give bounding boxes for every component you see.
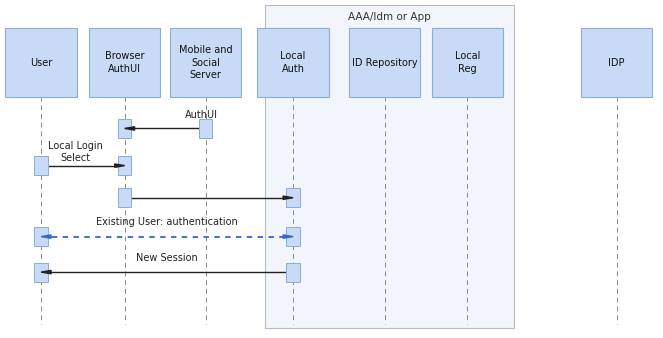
Text: Browser
AuthUI: Browser AuthUI: [105, 51, 145, 74]
Text: Mobile and
Social
Server: Mobile and Social Server: [179, 45, 232, 80]
FancyBboxPatch shape: [349, 28, 420, 97]
Polygon shape: [283, 196, 293, 199]
FancyBboxPatch shape: [89, 28, 160, 97]
Text: Local
Auth: Local Auth: [280, 51, 306, 74]
FancyBboxPatch shape: [286, 227, 300, 246]
FancyBboxPatch shape: [34, 227, 48, 246]
Polygon shape: [283, 235, 293, 238]
FancyBboxPatch shape: [118, 156, 131, 175]
FancyBboxPatch shape: [432, 28, 503, 97]
FancyBboxPatch shape: [581, 28, 652, 97]
Text: New Session: New Session: [136, 252, 198, 263]
Text: AuthUI: AuthUI: [185, 110, 218, 120]
FancyBboxPatch shape: [34, 156, 48, 175]
FancyBboxPatch shape: [199, 119, 212, 138]
FancyBboxPatch shape: [257, 28, 329, 97]
FancyBboxPatch shape: [286, 263, 300, 282]
Text: Local Login
Select: Local Login Select: [48, 141, 103, 163]
FancyBboxPatch shape: [5, 28, 77, 97]
Polygon shape: [115, 164, 125, 167]
Polygon shape: [125, 127, 135, 130]
FancyBboxPatch shape: [34, 263, 48, 282]
Text: AAA/Idm or App: AAA/Idm or App: [348, 12, 430, 22]
FancyBboxPatch shape: [286, 188, 300, 207]
Text: User: User: [30, 57, 52, 68]
Bar: [265, 5, 514, 328]
Polygon shape: [41, 235, 51, 238]
Text: IDP: IDP: [609, 57, 625, 68]
FancyBboxPatch shape: [170, 28, 241, 97]
Text: Local
Reg: Local Reg: [455, 51, 480, 74]
FancyBboxPatch shape: [118, 119, 131, 138]
FancyBboxPatch shape: [118, 188, 131, 207]
Text: Existing User: authentication: Existing User: authentication: [96, 217, 238, 227]
Polygon shape: [41, 270, 51, 274]
Text: ID Repository: ID Repository: [352, 57, 417, 68]
